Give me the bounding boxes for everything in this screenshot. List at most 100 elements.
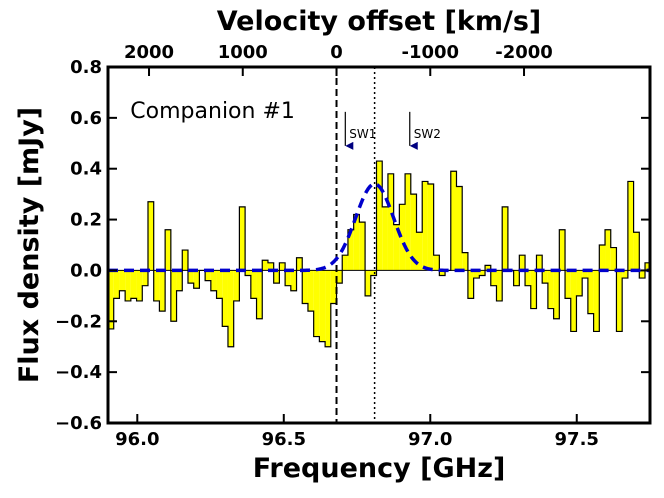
spectrum-bar [422,181,428,271]
spectrum-bar [205,270,211,281]
spectrum-bar [473,270,480,279]
spectrum-bar [165,229,171,271]
spectrum-bar [456,186,463,271]
top-tick-label: 0 [330,42,343,63]
spectrum-bar [365,270,371,296]
spectrum-bar [553,270,560,319]
y-tick-label: 0.8 [70,57,102,78]
spectrum-bar [193,270,200,289]
spectrum-bar [433,255,440,271]
spectrum-bar [319,270,326,342]
spectrum-bar [176,270,183,291]
spectrum-bar [256,270,263,319]
spectrum-bar [576,270,583,296]
spectrum-bar [382,206,388,271]
spectrum-bar [530,270,537,309]
top-tick-label: -2000 [495,42,553,63]
spectrum-bar [267,262,274,271]
spectrum-bar [136,270,143,301]
spectrum-bar [645,262,650,271]
spectrum-bar [651,217,657,270]
y-tick-label: 0.4 [70,159,102,180]
spectrum-bar [490,270,497,286]
spectrum-bar [462,252,468,271]
spectrum-bar [113,270,120,299]
spectrum-bar [376,161,383,271]
top-axis-title: Velocity offset [km/s] [217,6,542,37]
spectrum-bar [370,270,377,276]
x-tick-label: 97.0 [408,429,452,450]
spectrum-bar [393,224,400,271]
spectrum-bar [599,245,606,271]
x-tick-label: 96.0 [115,429,159,450]
spectrum-bar [325,270,331,347]
gaussian-fit-curve [108,182,650,273]
x-tick-label: 96.5 [262,429,306,450]
spectrum-bars [108,161,662,347]
spectrum-bar [656,270,662,290]
y-tick-label: 0.2 [70,210,102,231]
spectrum-bar [233,270,240,301]
spectrum-bar [570,270,577,332]
spectrum-bar [485,265,491,271]
spectrum-bar [496,270,503,301]
y-tick-label: 0.0 [70,260,102,281]
spectrum-bar [387,173,394,271]
spectrum-bar [250,270,257,299]
spectrum-bar [279,262,286,271]
top-tick-label: 2000 [124,42,174,63]
spectrum-bar [130,270,137,299]
spectrum-bar [353,214,360,271]
spectrum-bar [410,194,417,271]
spectrum-bar [439,270,446,276]
sw1-label: SW1 [349,127,376,141]
spectrum-bar [559,229,566,271]
spectrum-bar [302,270,308,304]
spectrum-bar [639,270,646,279]
spectrum-bar [108,270,114,329]
spectrum-bar [182,250,188,271]
spectrum-bar [336,270,343,284]
spectrum-outline [108,160,650,348]
spectrum-bar [245,270,251,276]
spectrum-bar [513,270,520,286]
spectrum-bar [587,270,594,314]
spectrum-bar [502,206,508,271]
spectrum-bar [622,270,628,279]
spectrum-bar [627,181,634,271]
top-tick-label: 1000 [218,42,268,63]
spectrum-bar [347,229,354,271]
spectrum-bar [633,232,640,271]
spectrum-bar [187,270,194,284]
spectrum-bar [119,270,126,291]
spectrum-bar [450,171,457,271]
spectrum-bar [479,270,486,276]
spectrum-bar [536,255,543,271]
spectrum-bar [610,247,617,271]
plot-frame [106,65,652,425]
spectrum-bar [153,270,160,301]
spectrum-bar [416,232,423,271]
spectrum-bar [222,270,228,327]
top-tick-label: -1000 [401,42,459,63]
spectrum-bar [427,183,434,271]
spectrum-bar [582,270,588,279]
spectrum-bar [399,204,406,271]
spectrum-bar [147,201,154,271]
spectrum-bar [210,270,217,291]
spectrum-bar [296,257,303,271]
spectrum-bar [227,270,234,347]
spectrum-bar [170,270,177,322]
spectrum-bar [159,270,166,312]
spectrum-bar [405,173,411,271]
spectrum-bar [542,270,548,284]
spectrum-bar [342,255,348,271]
y-tick-label: −0.6 [55,413,102,434]
spectrum-bar [593,270,600,332]
spectrum-bar [262,260,268,271]
spectrum-bar [519,255,526,271]
spectrum-bar [605,229,611,271]
spectrum-bar [273,270,280,284]
spectrum-bar [216,270,223,299]
